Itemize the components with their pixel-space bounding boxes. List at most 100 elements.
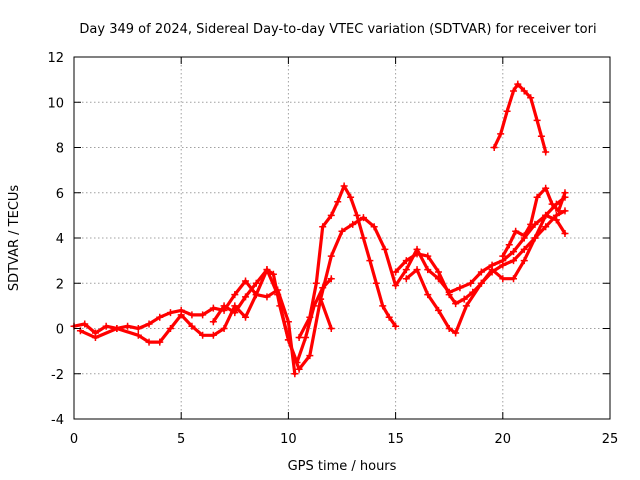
data-point: [445, 291, 453, 299]
data-point: [319, 223, 327, 231]
data-point: [177, 311, 185, 319]
x-tick-label: 0: [70, 432, 78, 447]
data-point: [510, 248, 518, 256]
x-tick-label: 5: [177, 432, 185, 447]
y-tick-label: 12: [47, 51, 64, 66]
y-tick-label: 4: [56, 232, 64, 247]
data-point: [477, 268, 485, 276]
data-point: [263, 293, 271, 301]
data-point: [293, 358, 301, 366]
data-point: [372, 279, 380, 287]
data-point: [392, 322, 400, 330]
data-point: [209, 304, 217, 312]
data-point: [460, 295, 468, 303]
data-point: [514, 80, 522, 88]
grid: [74, 57, 610, 419]
data-point: [527, 220, 535, 228]
data-point: [467, 279, 475, 287]
data-point: [533, 116, 541, 124]
y-tick-label: -4: [51, 413, 64, 428]
data-point: [252, 279, 260, 287]
series-line: [492, 82, 548, 154]
data-point: [402, 266, 410, 274]
y-tick-label: -2: [51, 368, 64, 383]
series-arc-8: [490, 80, 550, 156]
x-axis-label: GPS time / hours: [288, 459, 397, 474]
data-point: [284, 318, 292, 326]
data-point: [199, 331, 207, 339]
data-point: [462, 302, 470, 310]
data-point: [370, 223, 378, 231]
series-line: [501, 186, 567, 258]
data-point: [533, 193, 541, 201]
data-point: [402, 275, 410, 283]
y-tick-label: 10: [47, 96, 64, 111]
data-point: [145, 338, 153, 346]
data-point: [385, 313, 393, 321]
data-point: [327, 275, 335, 283]
data-point: [327, 252, 335, 260]
series-line: [211, 268, 333, 364]
data-point: [445, 325, 453, 332]
data-point: [561, 229, 569, 237]
data-point: [520, 232, 528, 240]
data-point: [284, 336, 292, 344]
data-point: [542, 148, 550, 156]
series-line: [297, 184, 398, 340]
data-point: [166, 309, 174, 317]
data-point: [561, 189, 569, 197]
data-point: [366, 257, 374, 265]
data-point: [220, 302, 228, 310]
data-point: [156, 313, 164, 321]
data-point: [456, 284, 464, 292]
y-tick-labels: -4 -2 0 2 4 6 8 10 12: [47, 51, 64, 428]
data-point: [124, 322, 132, 330]
data-point: [338, 227, 346, 235]
data-point: [490, 144, 498, 151]
data-point: [381, 245, 389, 253]
data-point: [413, 250, 421, 258]
data-point: [295, 365, 303, 373]
data-point: [542, 223, 550, 231]
data-point: [434, 268, 442, 276]
data-point: [188, 311, 196, 319]
data-point: [306, 313, 314, 321]
data-point: [424, 252, 432, 260]
data-point: [134, 325, 142, 332]
x-tick-labels: 0 5 10 15 20 25: [70, 432, 618, 447]
series-arc-3: [209, 266, 335, 366]
series-line: [78, 288, 297, 376]
x-tick-label: 15: [387, 432, 404, 447]
x-tick-label: 20: [495, 432, 512, 447]
series-arc-7: [402, 207, 569, 337]
data-point: [334, 198, 342, 206]
data-point: [392, 282, 400, 290]
data-point: [497, 130, 505, 138]
y-tick-label: 8: [56, 142, 64, 157]
series-arc-4: [295, 182, 400, 342]
data-point: [134, 331, 142, 339]
data-point: [291, 370, 299, 378]
data-point: [359, 214, 367, 222]
data-point: [231, 291, 239, 299]
data-point: [542, 211, 550, 219]
data-point: [379, 302, 387, 310]
data-point: [231, 309, 239, 317]
data-point: [81, 320, 89, 328]
data-point: [312, 279, 320, 287]
data-point: [263, 266, 271, 274]
data-point: [512, 227, 520, 235]
data-point: [548, 200, 556, 208]
data-point: [510, 257, 518, 265]
data-point: [209, 331, 217, 339]
data-point: [542, 184, 550, 192]
data-point: [510, 87, 518, 95]
data-point: [166, 325, 174, 332]
data-point: [295, 334, 303, 342]
data-point: [452, 300, 460, 308]
data-point: [252, 291, 260, 299]
data-point: [353, 211, 361, 219]
data-point: [349, 220, 357, 228]
y-axis-label: SDTVAR / TECUs: [7, 185, 22, 292]
